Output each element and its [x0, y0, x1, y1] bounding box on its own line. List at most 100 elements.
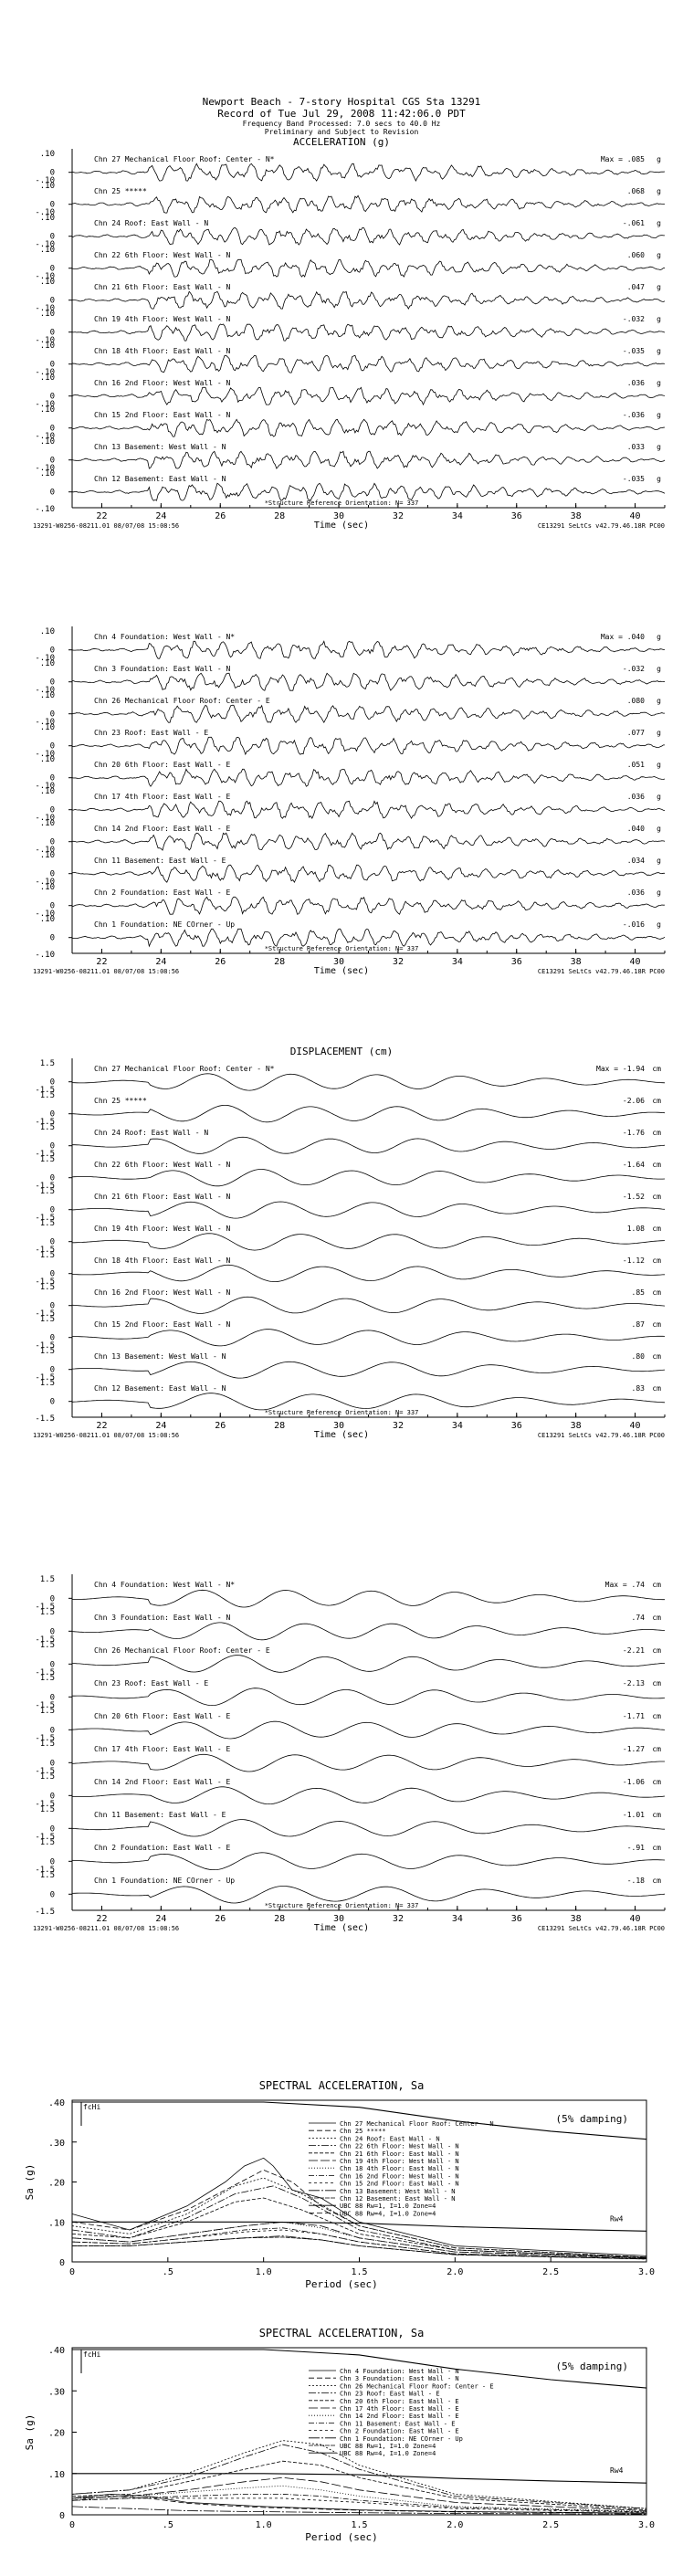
peak-value: Max = .040 [601, 633, 645, 641]
x-tick-label: 2.5 [542, 2267, 559, 2277]
x-tick-label: .5 [163, 2267, 173, 2277]
frequency-band: Frequency Band Processed: 7.0 secs to 40… [242, 120, 441, 129]
y-tick-label: 0 [50, 902, 55, 911]
legend-entry: Chn 12 Basement: East Wall - N [340, 2195, 455, 2203]
x-tick-label: 30 [333, 1421, 344, 1431]
x-tick-label: 32 [393, 957, 404, 967]
spectrum-curve [71, 2485, 647, 2512]
channel-label: Chn 13 Basement: West Wall - N [94, 443, 226, 451]
peak-value: .060 [627, 251, 645, 259]
waveform-trace [71, 450, 666, 469]
peak-unit: g [657, 443, 661, 451]
legend-entry: UBC 88 Rw=4, I=1.0 Zone=4 [340, 2450, 436, 2457]
y-tick-label: 1.5 [40, 1123, 55, 1132]
peak-value: .036 [627, 793, 645, 801]
y-tick-label: 0 [50, 361, 55, 370]
peak-value: .040 [627, 825, 645, 833]
y-tick-label: .10 [40, 755, 55, 764]
x-tick-label: 1.0 [256, 2267, 272, 2277]
channel-label: Chn 15 2nd Floor: East Wall - N [94, 1320, 230, 1329]
peak-value: .87 [632, 1320, 646, 1329]
waveform-trace [71, 1819, 666, 1837]
peak-unit: cm [652, 1877, 661, 1885]
channel-label: Chn 3 Foundation: East Wall - N [94, 1614, 230, 1622]
x-tick-label: 30 [333, 511, 344, 521]
y-tick-label: -.10 [35, 814, 55, 823]
x-axis-title: Period (sec) [305, 2531, 377, 2543]
x-tick-label: 36 [511, 1914, 522, 1924]
spectrum-curve [71, 2177, 647, 2258]
spectrum-curve [72, 2349, 647, 2389]
record-id-footer: 13291-W0256-08211.01 08/07/08 15:08:56 [33, 1432, 179, 1439]
channel-label: Chn 3 Foundation: East Wall - N [94, 665, 230, 673]
processing-footer: CE13291 SeLtCs v42.79.46.18R PC00 [538, 968, 665, 975]
y-tick-label: -1.5 [35, 1734, 55, 1743]
y-tick-label: 0 [50, 806, 55, 815]
legend-entry: Chn 17 4th Floor: East Wall - E [340, 2405, 459, 2413]
y-tick-label: .20 [48, 2179, 65, 2189]
waveform-trace [71, 768, 666, 787]
y-tick-label: -1.5 [35, 1800, 55, 1809]
x-tick-label: 38 [571, 1421, 582, 1431]
peak-value: -.061 [623, 219, 645, 227]
y-tick-label: 0 [50, 233, 55, 242]
peak-value: .036 [627, 379, 645, 387]
waveform-trace [71, 418, 666, 437]
x-tick-label: 26 [215, 957, 226, 967]
y-tick-label: 0 [59, 2258, 65, 2268]
x-tick-label: 1.5 [351, 2267, 367, 2277]
peak-unit: cm [652, 1129, 661, 1137]
x-tick-label: 30 [333, 1914, 344, 1924]
y-tick-label: -1.5 [35, 1373, 55, 1383]
waveform-trace [72, 1233, 666, 1251]
peak-unit: cm [652, 1384, 661, 1393]
legend-entry: Chn 19 4th Floor: West Wall - N [340, 2158, 459, 2165]
waveform-trace [71, 800, 666, 820]
y-tick-label: 0 [50, 393, 55, 402]
peak-value: .077 [627, 729, 645, 737]
channel-label: Chn 25 ***** [94, 187, 147, 195]
peak-unit: cm [652, 1712, 661, 1720]
channel-label: Chn 23 Roof: East Wall - E [94, 729, 208, 737]
waveform-trace [72, 1329, 666, 1347]
peak-unit: g [657, 697, 661, 705]
legend-entry: Chn 14 2nd Floor: East Wall - E [340, 2413, 459, 2420]
y-tick-label: 0 [50, 201, 55, 210]
x-tick-label: 40 [630, 1421, 641, 1431]
waveform-trace [71, 290, 666, 310]
y-tick-label: -1.5 [35, 1086, 55, 1095]
preliminary-note: Preliminary and Subject to Revision [264, 128, 419, 137]
spectrum-curve [71, 2506, 647, 2515]
peak-unit: g [657, 187, 661, 195]
y-tick-label: -.10 [35, 909, 55, 919]
y-tick-label: .20 [48, 2429, 65, 2439]
channel-label: Chn 22 6th Floor: West Wall - N [94, 1161, 230, 1169]
processing-footer: CE13291 SeLtCs v42.79.46.18R PC00 [538, 1925, 665, 1932]
peak-value: .047 [627, 283, 645, 291]
spectrum-curve [71, 2440, 647, 2509]
channel-label: Chn 19 4th Floor: West Wall - N [94, 315, 230, 323]
legend-entry: UBC 88 Rw=1, I=1.0 Zone=4 [340, 2443, 436, 2450]
channel-label: Chn 24 Roof: East Wall - N [94, 1129, 208, 1137]
peak-unit: g [657, 729, 661, 737]
channel-label: Chn 26 Mechanical Floor Roof: Center - E [94, 697, 270, 705]
peak-value: -.035 [623, 347, 645, 355]
y-tick-label: 0 [50, 1110, 55, 1120]
y-tick-label: -.10 [35, 686, 55, 695]
x-tick-label: 34 [452, 1421, 463, 1431]
channel-label: Chn 14 2nd Floor: East Wall - E [94, 1778, 230, 1786]
spectrum-curve [71, 2169, 647, 2258]
y-tick-label: .10 [40, 405, 55, 415]
y-tick-label: 0 [50, 265, 55, 274]
legend-entry: Chn 23 Roof: East Wall - E [340, 2391, 440, 2398]
y-tick-label: .10 [40, 851, 55, 860]
y-tick-label: -1.5 [35, 1833, 55, 1842]
spectrum-curve [71, 2157, 647, 2256]
peak-unit: g [657, 475, 661, 483]
peak-unit: cm [652, 1745, 661, 1753]
waveform-trace [71, 1296, 666, 1314]
x-tick-label: .5 [163, 2520, 173, 2530]
spectrum-title: SPECTRAL ACCELERATION, Sa [259, 2327, 425, 2339]
orientation-note: *Structure Reference Orientation: N= 337 [265, 499, 419, 507]
